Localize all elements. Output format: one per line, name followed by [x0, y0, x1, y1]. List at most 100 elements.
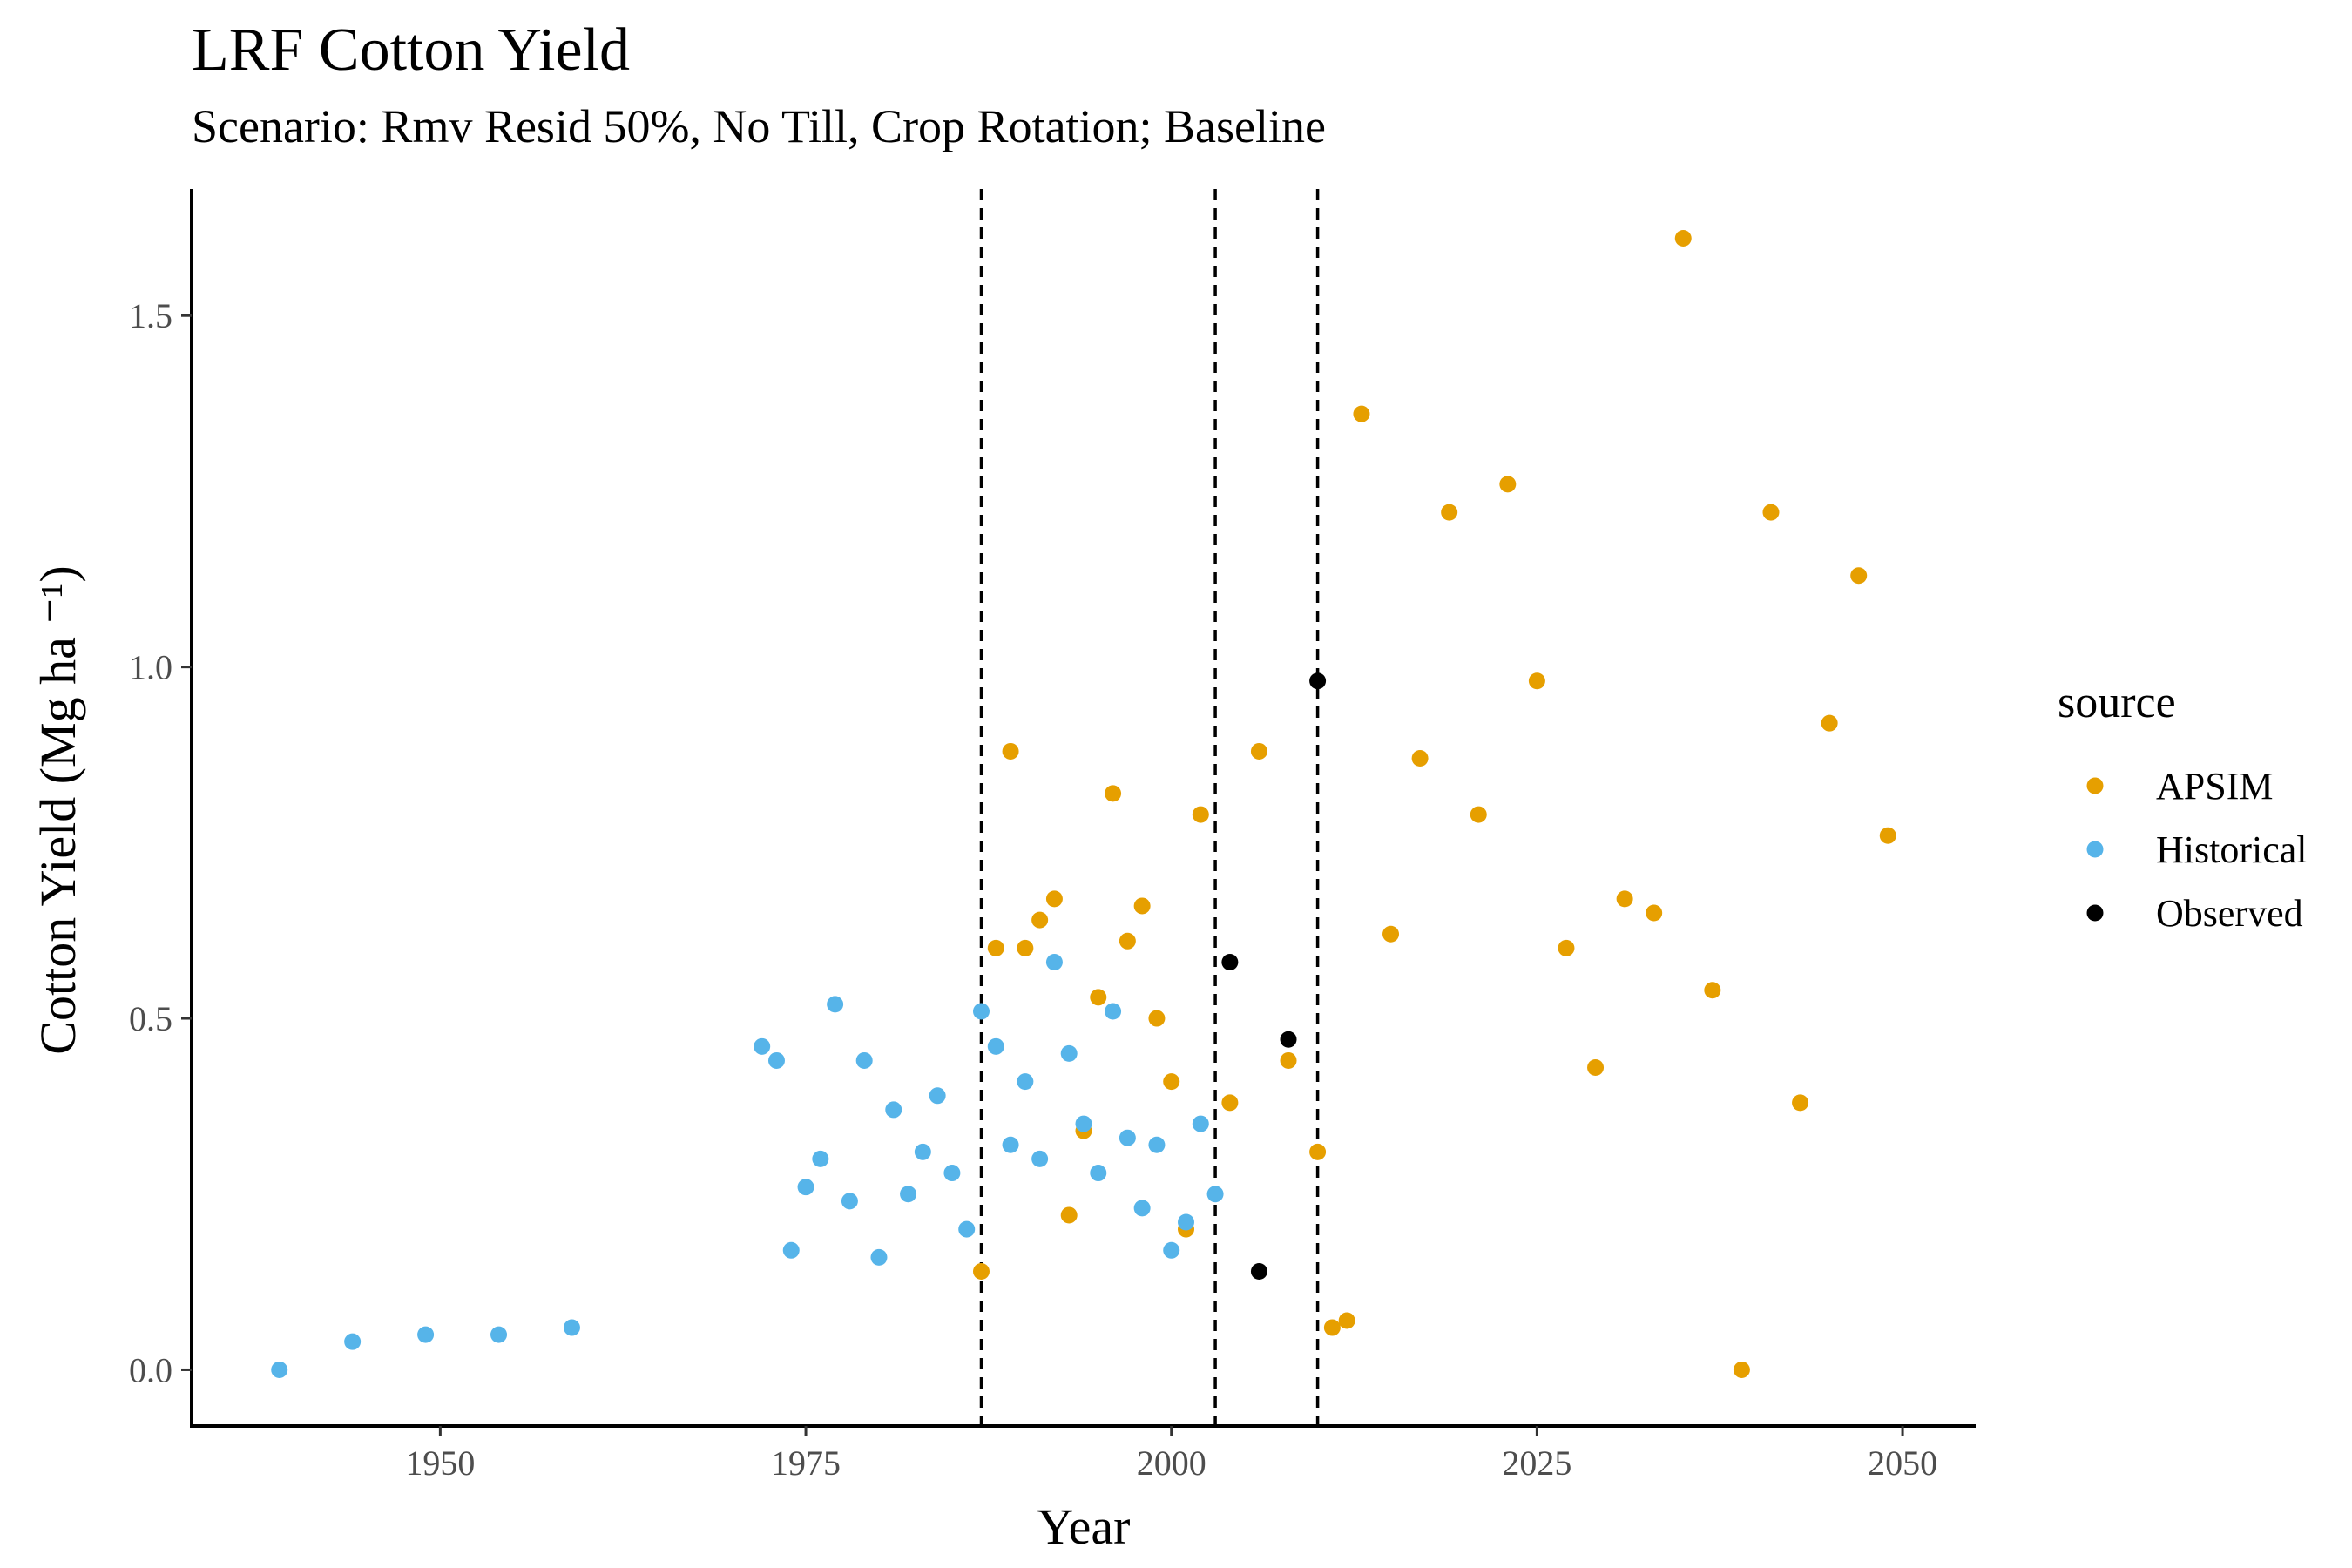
data-point-apsim: [1850, 567, 1868, 585]
data-point-apsim: [1762, 504, 1780, 521]
data-point-historical: [958, 1220, 976, 1238]
data-point-historical: [1133, 1200, 1151, 1217]
data-point-apsim: [1031, 911, 1049, 929]
data-point-historical: [767, 1051, 785, 1069]
data-point-historical: [563, 1319, 580, 1336]
data-point-apsim: [1192, 806, 1209, 823]
data-point-apsim: [1646, 904, 1663, 922]
x-axis-title: Year: [1037, 1498, 1131, 1555]
data-point-apsim: [972, 1263, 990, 1280]
y-tick-label: 1.0: [129, 648, 172, 687]
data-point-observed: [1221, 954, 1239, 970]
legend-key-apsim: [2086, 777, 2104, 794]
data-point-historical: [1075, 1115, 1092, 1132]
data-point-apsim: [1133, 897, 1151, 915]
data-point-apsim: [1221, 1094, 1239, 1112]
y-tick-label: 0.0: [129, 1350, 172, 1389]
ticks: 1950 1975 2000 2025 2050 0.0 0.5 1.0 1.5: [129, 296, 1937, 1483]
data-point-historical: [1148, 1136, 1166, 1153]
data-point-apsim: [1499, 476, 1517, 493]
chart-subtitle: Scenario: Rmv Resid 50%, No Till, Crop R…: [192, 100, 1326, 152]
data-point-historical: [1206, 1186, 1224, 1203]
data-point-historical: [870, 1248, 888, 1266]
data-point-apsim: [1528, 672, 1545, 690]
data-point-observed: [1280, 1031, 1297, 1048]
data-point-apsim: [1002, 742, 1019, 760]
data-point-historical: [1031, 1150, 1049, 1167]
data-point-observed: [1309, 672, 1327, 690]
data-point-apsim: [1704, 982, 1721, 999]
data-point-apsim: [1280, 1051, 1297, 1069]
data-point-historical: [490, 1326, 508, 1343]
data-point-apsim: [1616, 890, 1633, 908]
data-point-historical: [782, 1241, 800, 1259]
data-point-historical: [1090, 1165, 1107, 1182]
data-point-historical: [855, 1051, 873, 1069]
data-point-historical: [841, 1193, 858, 1210]
data-point-historical: [1060, 1044, 1078, 1062]
data-point-apsim: [1309, 1143, 1327, 1160]
data-point-historical: [1002, 1136, 1019, 1153]
data-point-apsim: [1017, 939, 1034, 956]
data-point-historical: [914, 1143, 931, 1160]
data-point-historical: [1017, 1073, 1034, 1091]
data-point-apsim: [1060, 1206, 1078, 1224]
data-point-apsim: [987, 939, 1004, 956]
data-point-apsim: [1470, 806, 1487, 823]
data-point-apsim: [1674, 229, 1692, 247]
data-points: [271, 229, 1896, 1378]
data-point-apsim: [1105, 785, 1122, 802]
data-point-apsim: [1250, 742, 1267, 760]
axes: [190, 189, 1976, 1428]
data-point-apsim: [1382, 925, 1400, 943]
data-point-historical: [1192, 1115, 1209, 1132]
x-tick-label: 2000: [1137, 1443, 1206, 1483]
data-point-historical: [344, 1333, 362, 1350]
data-point-historical: [1163, 1241, 1180, 1259]
data-point-historical: [417, 1326, 435, 1343]
data-point-observed: [1250, 1263, 1267, 1280]
legend: source APSIM Historical Observed: [2058, 678, 2308, 935]
legend-key-observed: [2086, 904, 2104, 922]
x-tick-label: 2025: [1502, 1443, 1571, 1483]
data-point-apsim: [1441, 504, 1458, 521]
data-point-apsim: [1163, 1073, 1180, 1091]
data-point-historical: [1119, 1129, 1136, 1146]
data-point-apsim: [1792, 1094, 1809, 1112]
legend-title: source: [2058, 678, 2176, 727]
data-point-apsim: [1353, 405, 1370, 422]
data-point-apsim: [1879, 827, 1896, 844]
data-point-historical: [885, 1101, 902, 1119]
y-axis-title: Cotton Yield (Mg ha ⁻¹): [30, 565, 86, 1054]
data-point-apsim: [1148, 1010, 1166, 1027]
y-tick-label: 0.5: [129, 999, 172, 1038]
chart-title: LRF Cotton Yield: [192, 17, 631, 84]
data-point-apsim: [1821, 714, 1838, 732]
data-point-historical: [797, 1179, 814, 1196]
data-point-apsim: [1558, 939, 1575, 956]
reference-lines: [979, 189, 1320, 1426]
data-point-apsim: [1119, 932, 1136, 950]
data-point-apsim: [1733, 1361, 1750, 1378]
data-point-historical: [987, 1037, 1004, 1055]
data-point-historical: [972, 1003, 990, 1020]
data-point-historical: [943, 1165, 961, 1182]
x-tick-label: 2050: [1868, 1443, 1937, 1483]
legend-label-observed: Observed: [2156, 892, 2303, 935]
y-tick-label: 1.5: [129, 296, 172, 335]
data-point-historical: [929, 1087, 946, 1105]
data-point-historical: [900, 1186, 917, 1203]
legend-key-historical: [2086, 841, 2104, 858]
data-point-apsim: [1323, 1319, 1341, 1336]
data-point-historical: [1045, 954, 1063, 970]
data-point-historical: [827, 996, 844, 1013]
x-tick-label: 1950: [405, 1443, 475, 1483]
data-point-apsim: [1587, 1059, 1605, 1077]
legend-label-apsim: APSIM: [2156, 765, 2274, 808]
data-point-apsim: [1338, 1312, 1355, 1329]
x-tick-label: 1975: [771, 1443, 841, 1483]
data-point-apsim: [1090, 989, 1107, 1006]
legend-label-historical: Historical: [2156, 828, 2308, 871]
data-point-apsim: [1411, 750, 1429, 767]
